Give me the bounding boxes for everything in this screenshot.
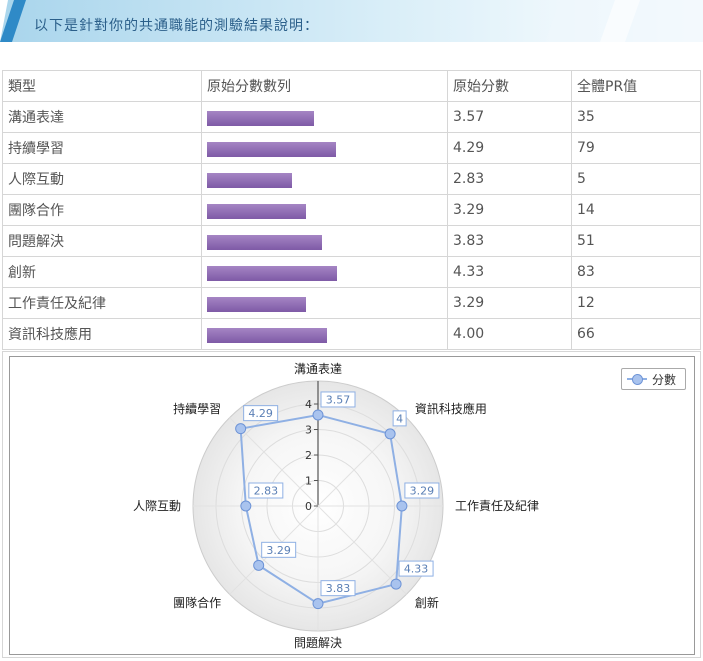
table-row: 創新 4.33 83	[2, 256, 701, 288]
row-type: 持續學習	[2, 132, 202, 164]
score-bar	[207, 203, 306, 219]
score-bar	[207, 234, 322, 250]
table-row: 資訊科技應用 4.00 66	[2, 318, 701, 350]
row-score: 4.00	[447, 318, 572, 350]
row-pr: 5	[571, 163, 701, 195]
row-pr: 14	[571, 194, 701, 226]
score-bar	[207, 296, 306, 312]
table-row: 問題解決 3.83 51	[2, 225, 701, 257]
banner-text: 以下是針對你的共通職能的測驗結果說明：	[34, 18, 319, 34]
banner-background	[0, 0, 703, 42]
header-score-series: 原始分數數列	[201, 70, 448, 102]
chart-panel	[2, 351, 701, 658]
row-bar-cell	[201, 132, 448, 164]
row-pr: 66	[571, 318, 701, 350]
legend-label: 分數	[652, 373, 677, 387]
table-row: 工作責任及紀律 3.29 12	[2, 287, 701, 319]
row-type: 人際互動	[2, 163, 202, 195]
header-type: 類型	[2, 70, 202, 102]
row-pr: 79	[571, 132, 701, 164]
row-score: 2.83	[447, 163, 572, 195]
row-bar-cell	[201, 318, 448, 350]
score-table: 類型 原始分數數列 原始分數 全體PR值 溝通表達 3.57 35 持續學習 4…	[2, 70, 701, 350]
row-type: 問題解決	[2, 225, 202, 257]
row-pr: 83	[571, 256, 701, 288]
row-type: 工作責任及紀律	[2, 287, 202, 319]
score-bar	[207, 265, 337, 281]
row-bar-cell	[201, 225, 448, 257]
row-bar-cell	[201, 163, 448, 195]
table-row: 溝通表達 3.57 35	[2, 101, 701, 133]
score-bar	[207, 172, 292, 188]
table-header-row: 類型 原始分數數列 原始分數 全體PR值	[2, 70, 701, 102]
row-bar-cell	[201, 256, 448, 288]
row-type: 團隊合作	[2, 194, 202, 226]
row-pr: 35	[571, 101, 701, 133]
row-score: 4.29	[447, 132, 572, 164]
chart-legend[interactable]: 分數	[621, 368, 686, 390]
row-score: 3.57	[447, 101, 572, 133]
row-type: 資訊科技應用	[2, 318, 202, 350]
row-score: 4.33	[447, 256, 572, 288]
header-banner: 以下是針對你的共通職能的測驗結果說明：	[0, 0, 703, 42]
row-bar-cell	[201, 101, 448, 133]
table-row: 人際互動 2.83 5	[2, 163, 701, 195]
score-bar	[207, 141, 336, 157]
header-pr: 全體PR值	[571, 70, 701, 102]
table-row: 團隊合作 3.29 14	[2, 194, 701, 226]
score-bar	[207, 110, 315, 126]
row-score: 3.29	[447, 194, 572, 226]
row-score: 3.29	[447, 287, 572, 319]
row-pr: 12	[571, 287, 701, 319]
row-bar-cell	[201, 194, 448, 226]
row-bar-cell	[201, 287, 448, 319]
table-row: 持續學習 4.29 79	[2, 132, 701, 164]
row-pr: 51	[571, 225, 701, 257]
score-bar	[207, 327, 327, 343]
row-type: 創新	[2, 256, 202, 288]
row-type: 溝通表達	[2, 101, 202, 133]
chart-frame	[9, 356, 695, 655]
header-raw-score: 原始分數	[447, 70, 572, 102]
row-score: 3.83	[447, 225, 572, 257]
legend-marker	[632, 374, 643, 385]
